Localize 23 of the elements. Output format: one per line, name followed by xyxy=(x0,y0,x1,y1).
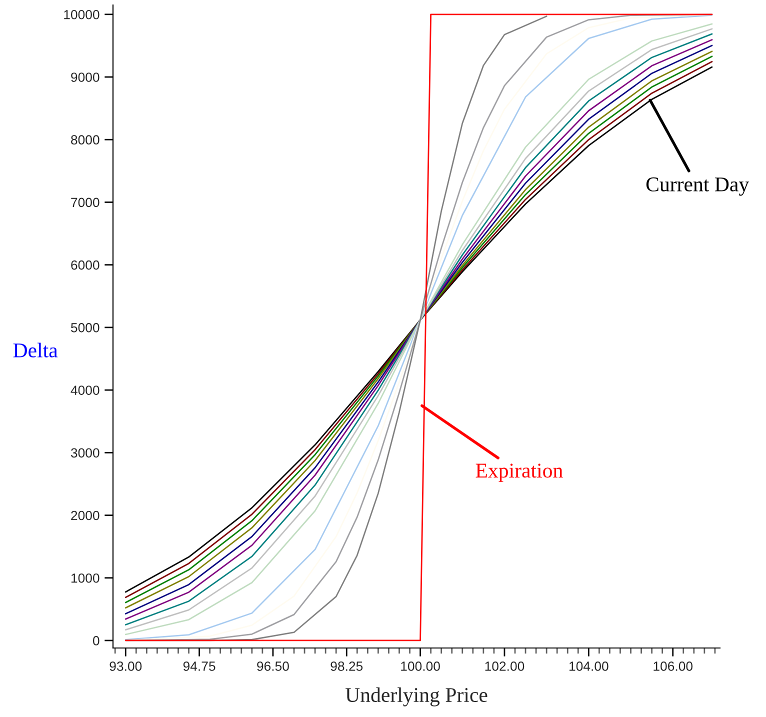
x-tick-label: 94.75 xyxy=(183,662,216,671)
y-tick-label: 5000 xyxy=(70,323,100,332)
y-tick-label: 0 xyxy=(92,636,100,646)
x-tick-label: 96.50 xyxy=(257,662,289,671)
y-tick-label: 4000 xyxy=(70,386,100,395)
x-tick-label: 102.00 xyxy=(485,662,524,671)
x-axis-title: Underlying Price xyxy=(345,687,488,706)
y-tick-label: 6000 xyxy=(71,260,100,270)
y-axis-title: Delta xyxy=(13,342,58,358)
x-tick-label: 106.00 xyxy=(654,662,693,671)
annotation: Expiration xyxy=(476,464,563,482)
annotation: Current Day xyxy=(646,177,750,196)
x-tick-label: 100.00 xyxy=(401,662,440,671)
y-tick-label: 1000 xyxy=(71,573,100,583)
x-tick-label: 98.25 xyxy=(330,662,363,671)
y-tick-label: 7000 xyxy=(71,198,100,208)
x-tick-label: 104.00 xyxy=(569,662,608,671)
y-tick-label: 10000 xyxy=(64,10,100,20)
y-tick-label: 2000 xyxy=(71,510,100,520)
y-tick-label: 3000 xyxy=(70,448,100,458)
y-tick-label: 8000 xyxy=(71,135,100,145)
y-tick-label: 9000 xyxy=(71,72,100,82)
x-tick-label: 93.00 xyxy=(110,662,142,671)
